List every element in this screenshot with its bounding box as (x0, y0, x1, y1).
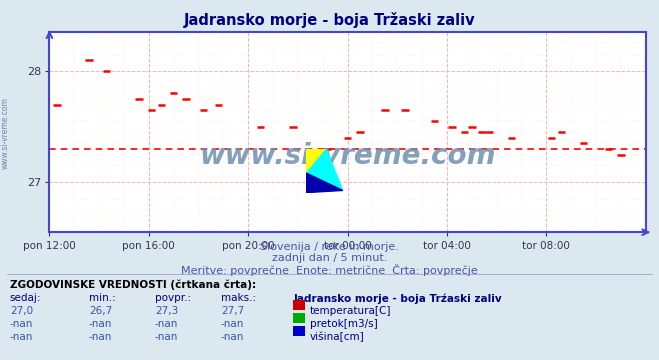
Text: temperatura[C]: temperatura[C] (310, 306, 391, 316)
Text: zadnji dan / 5 minut.: zadnji dan / 5 minut. (272, 253, 387, 263)
Text: -nan: -nan (10, 319, 33, 329)
Text: Jadransko morje - boja Tržaski zaliv: Jadransko morje - boja Tržaski zaliv (184, 12, 475, 27)
Text: -nan: -nan (221, 319, 244, 329)
Text: sedaj:: sedaj: (10, 293, 42, 303)
Text: www.si-vreme.com: www.si-vreme.com (200, 142, 496, 170)
Text: 27,0: 27,0 (10, 306, 33, 316)
Text: -nan: -nan (89, 319, 112, 329)
Text: višina[cm]: višina[cm] (310, 332, 364, 342)
Polygon shape (306, 149, 343, 190)
Text: pretok[m3/s]: pretok[m3/s] (310, 319, 378, 329)
Text: povpr.:: povpr.: (155, 293, 191, 303)
Text: Slovenija / reke in morje.: Slovenija / reke in morje. (260, 242, 399, 252)
Polygon shape (306, 149, 326, 173)
Text: Meritve: povprečne  Enote: metrične  Črta: povprečje: Meritve: povprečne Enote: metrične Črta:… (181, 264, 478, 275)
Text: 26,7: 26,7 (89, 306, 112, 316)
Text: -nan: -nan (221, 332, 244, 342)
Text: 27,3: 27,3 (155, 306, 178, 316)
Polygon shape (306, 173, 343, 193)
Text: Jadransko morje - boja Trźaski zaliv: Jadransko morje - boja Trźaski zaliv (293, 293, 502, 304)
Text: maks.:: maks.: (221, 293, 256, 303)
Text: -nan: -nan (89, 332, 112, 342)
Text: -nan: -nan (10, 332, 33, 342)
Text: -nan: -nan (155, 319, 178, 329)
Text: ZGODOVINSKE VREDNOSTI (črtkana črta):: ZGODOVINSKE VREDNOSTI (črtkana črta): (10, 279, 256, 289)
Text: www.si-vreme.com: www.si-vreme.com (1, 97, 10, 169)
Text: min.:: min.: (89, 293, 116, 303)
Text: -nan: -nan (155, 332, 178, 342)
Text: 27,7: 27,7 (221, 306, 244, 316)
